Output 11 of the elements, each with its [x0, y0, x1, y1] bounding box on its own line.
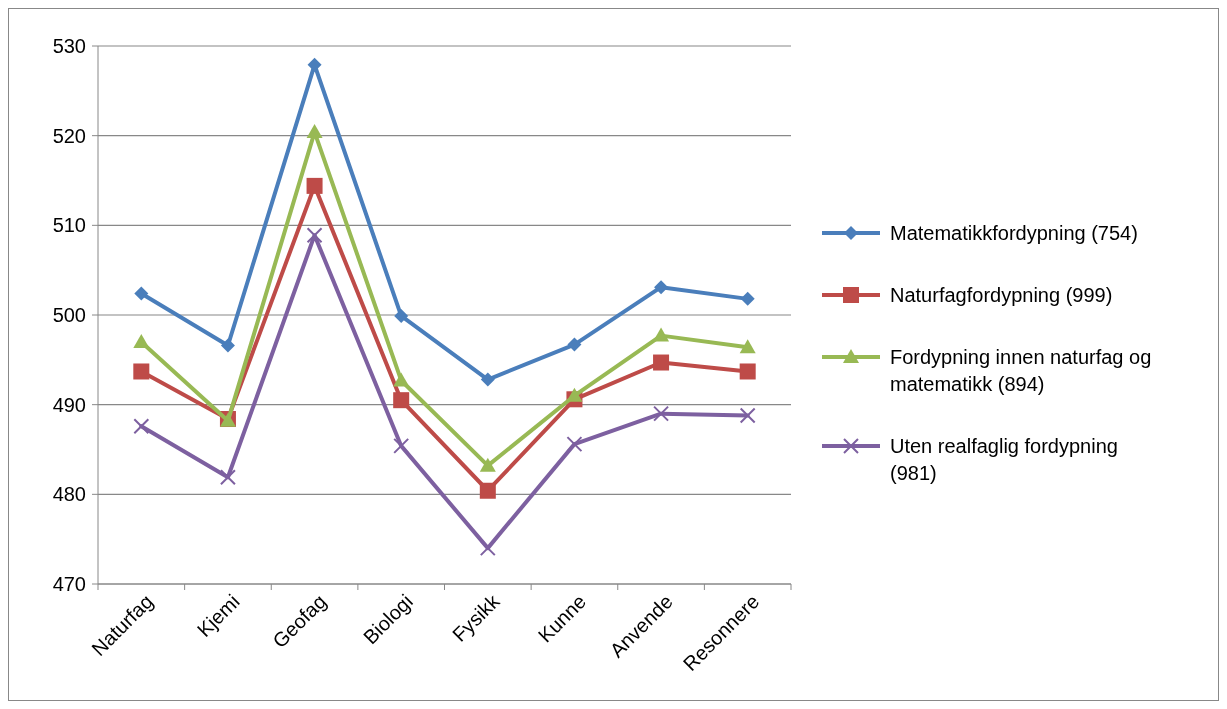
y-tick-label: 520	[52, 124, 86, 147]
legend-label: Fordypning innen naturfag og matematikk (894)	[890, 346, 1152, 395]
y-tick-label: 510	[52, 214, 86, 237]
y-tick-label: 530	[52, 35, 86, 57]
legend-label: Uten realfaglig fordypning (981)	[890, 435, 1118, 484]
y-tick-label: 480	[52, 483, 86, 506]
y-tick-label: 490	[52, 393, 86, 416]
y-tick-label: 500	[52, 304, 86, 326]
y-tick-label: 470	[52, 573, 86, 595]
legend-label: Matematikkfordypning (754)	[890, 222, 1138, 244]
legend-label: Naturfagfordypning (999)	[890, 284, 1113, 306]
